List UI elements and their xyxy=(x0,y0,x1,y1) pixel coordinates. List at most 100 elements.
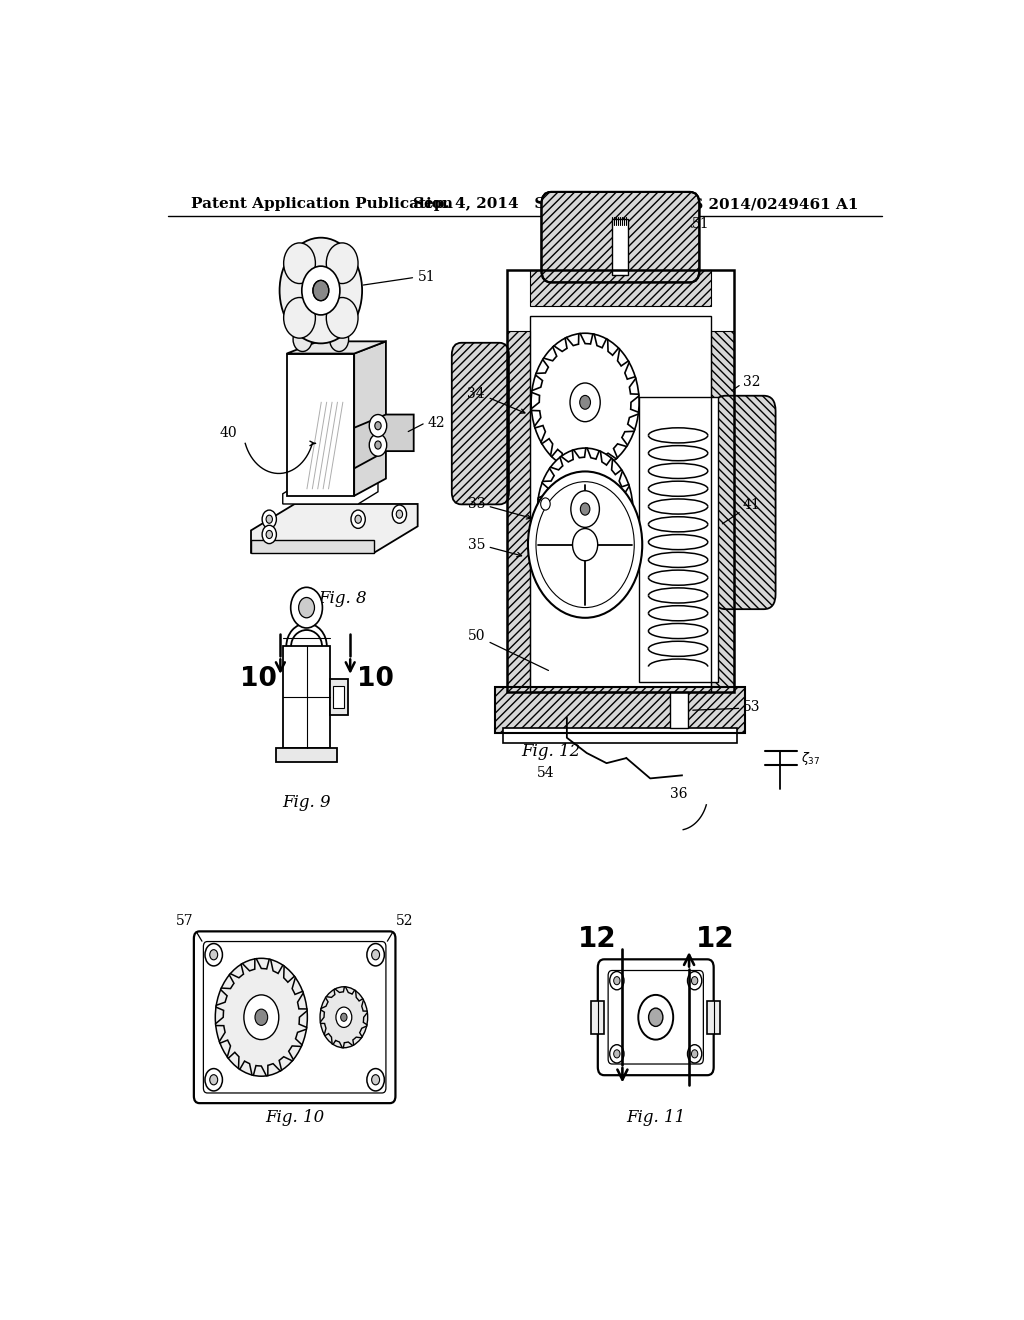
Polygon shape xyxy=(354,342,386,496)
Circle shape xyxy=(262,525,276,544)
Text: Patent Application Publication: Patent Application Publication xyxy=(191,197,454,211)
Bar xyxy=(283,647,331,748)
Circle shape xyxy=(262,510,276,528)
Text: 34: 34 xyxy=(468,387,485,401)
Circle shape xyxy=(370,434,387,457)
Text: 57: 57 xyxy=(175,915,194,928)
Polygon shape xyxy=(321,987,368,1048)
Circle shape xyxy=(367,944,384,966)
Text: 35: 35 xyxy=(468,537,485,552)
Circle shape xyxy=(691,1049,697,1057)
Text: 42: 42 xyxy=(428,416,445,430)
Bar xyxy=(331,678,348,715)
FancyBboxPatch shape xyxy=(598,960,714,1076)
Circle shape xyxy=(580,396,591,409)
FancyBboxPatch shape xyxy=(714,396,775,609)
Bar xyxy=(504,727,737,743)
Circle shape xyxy=(327,297,358,338)
Text: Fig. 10: Fig. 10 xyxy=(265,1109,325,1126)
Text: 33: 33 xyxy=(468,496,485,511)
Polygon shape xyxy=(538,447,633,570)
Circle shape xyxy=(355,515,361,523)
Text: 41: 41 xyxy=(743,499,761,512)
Circle shape xyxy=(291,587,323,628)
Circle shape xyxy=(541,498,550,510)
Text: 40: 40 xyxy=(220,426,238,440)
Circle shape xyxy=(613,977,621,985)
Bar xyxy=(276,748,337,762)
Bar xyxy=(712,331,733,692)
Circle shape xyxy=(370,414,387,437)
Circle shape xyxy=(372,1074,380,1085)
Circle shape xyxy=(205,1069,222,1090)
Text: Fig. 11: Fig. 11 xyxy=(626,1109,685,1126)
Circle shape xyxy=(392,506,407,523)
Text: Fig. 12: Fig. 12 xyxy=(521,743,580,760)
Polygon shape xyxy=(251,504,418,553)
Circle shape xyxy=(313,280,329,301)
Circle shape xyxy=(372,949,380,960)
Text: 32: 32 xyxy=(743,375,761,389)
Text: Fig. 8: Fig. 8 xyxy=(318,590,367,607)
Circle shape xyxy=(215,958,307,1076)
Circle shape xyxy=(570,491,599,528)
Circle shape xyxy=(375,441,381,449)
Circle shape xyxy=(280,238,362,343)
Circle shape xyxy=(336,1007,352,1027)
Circle shape xyxy=(538,447,633,570)
Circle shape xyxy=(572,528,598,561)
Circle shape xyxy=(210,949,218,960)
Circle shape xyxy=(210,1074,218,1085)
FancyBboxPatch shape xyxy=(452,343,509,504)
Circle shape xyxy=(536,482,634,607)
Text: 10: 10 xyxy=(240,665,276,692)
Text: 51: 51 xyxy=(418,271,435,284)
Circle shape xyxy=(284,243,315,284)
Circle shape xyxy=(570,383,600,421)
FancyBboxPatch shape xyxy=(542,191,699,282)
Bar xyxy=(592,1001,604,1034)
Circle shape xyxy=(327,243,358,284)
Polygon shape xyxy=(283,482,378,504)
Text: 50: 50 xyxy=(468,630,485,643)
Text: Fig. 9: Fig. 9 xyxy=(283,793,331,810)
Circle shape xyxy=(375,421,381,430)
Bar xyxy=(708,1001,720,1034)
Circle shape xyxy=(330,327,348,351)
Bar xyxy=(639,397,718,682)
Polygon shape xyxy=(531,334,639,471)
Bar xyxy=(507,271,733,692)
Circle shape xyxy=(341,1014,347,1022)
Circle shape xyxy=(613,1049,621,1057)
Circle shape xyxy=(687,1044,701,1063)
Text: 36: 36 xyxy=(670,787,687,801)
Circle shape xyxy=(321,987,368,1048)
Text: 52: 52 xyxy=(396,915,414,928)
FancyBboxPatch shape xyxy=(204,941,386,1093)
Polygon shape xyxy=(251,540,374,553)
Circle shape xyxy=(396,510,402,519)
Bar xyxy=(529,315,712,692)
Circle shape xyxy=(302,267,340,315)
Polygon shape xyxy=(287,354,354,496)
Bar xyxy=(612,219,629,276)
Circle shape xyxy=(691,977,697,985)
Circle shape xyxy=(266,531,272,539)
Circle shape xyxy=(293,327,312,351)
Circle shape xyxy=(299,598,314,618)
Circle shape xyxy=(284,297,315,338)
Bar xyxy=(333,686,344,709)
Polygon shape xyxy=(287,342,386,354)
Text: US 2014/0249461 A1: US 2014/0249461 A1 xyxy=(679,197,858,211)
Circle shape xyxy=(648,1008,663,1027)
Circle shape xyxy=(609,972,624,990)
FancyBboxPatch shape xyxy=(194,932,395,1104)
Circle shape xyxy=(266,515,272,523)
Text: 12: 12 xyxy=(578,925,616,953)
Text: 54: 54 xyxy=(538,767,555,780)
Text: Sep. 4, 2014   Sheet 5 of 7: Sep. 4, 2014 Sheet 5 of 7 xyxy=(413,197,637,211)
Circle shape xyxy=(528,471,642,618)
Text: 53: 53 xyxy=(743,700,761,714)
Circle shape xyxy=(531,333,639,471)
Circle shape xyxy=(205,944,222,966)
